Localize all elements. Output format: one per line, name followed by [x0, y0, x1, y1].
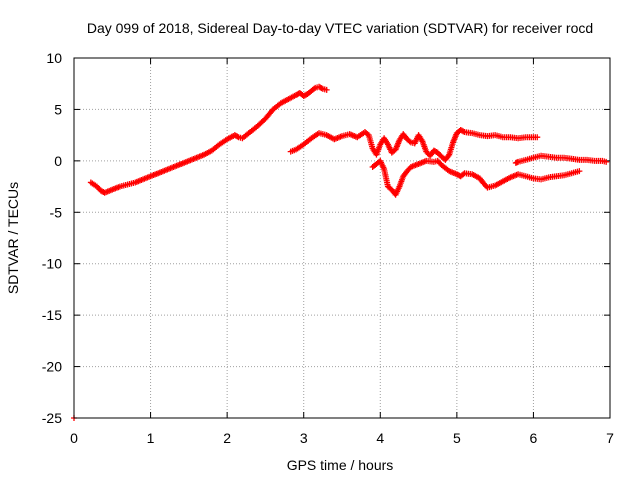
x-tick-label: 3 — [300, 430, 308, 446]
y-tick-label: 10 — [46, 50, 62, 66]
y-tick-label: -20 — [42, 359, 62, 375]
y-tick-label: 5 — [54, 101, 62, 117]
y-tick-label: -5 — [50, 204, 63, 220]
data-point-trace — [445, 152, 452, 159]
y-axis-label: SDTVAR / TECUs — [5, 182, 21, 294]
series-segment-3 — [369, 157, 583, 198]
plot-frame — [73, 57, 611, 419]
data-point — [534, 134, 541, 141]
series-segment-1 — [87, 83, 330, 196]
data-point — [323, 86, 330, 93]
data-point-trace — [310, 85, 317, 92]
x-tick-label: 0 — [70, 430, 78, 446]
y-tick-label: -15 — [42, 307, 62, 323]
y-tick-label: 0 — [54, 153, 62, 169]
series-segment-4 — [512, 152, 610, 166]
grid-layer — [74, 58, 610, 418]
data-point — [576, 168, 583, 175]
data-point-trace — [234, 133, 241, 140]
tick-layer: 0 1 2 3 4 5 6 7 -25 -20 -15 -10 -5 0 5 10 — [42, 50, 614, 446]
chart-title: Day 099 of 2018, Sidereal Day-to-day VTE… — [87, 20, 593, 36]
x-tick-label: 5 — [453, 430, 461, 446]
x-tick-label: 7 — [606, 430, 614, 446]
y-tick-label: -10 — [42, 256, 62, 272]
data-point-trace — [406, 138, 413, 145]
x-tick-label: 1 — [147, 430, 155, 446]
x-tick-label: 2 — [223, 430, 231, 446]
data-point-trace — [460, 128, 467, 135]
data-layer — [71, 83, 610, 421]
series-segment-2 — [287, 127, 541, 163]
x-tick-label: 6 — [530, 430, 538, 446]
x-tick-label: 4 — [376, 430, 384, 446]
data-point-trace — [460, 171, 467, 178]
data-point-trace — [318, 85, 325, 92]
x-axis-label: GPS time / hours — [287, 457, 394, 473]
y-tick-label: -25 — [42, 410, 62, 426]
data-point — [603, 158, 610, 165]
